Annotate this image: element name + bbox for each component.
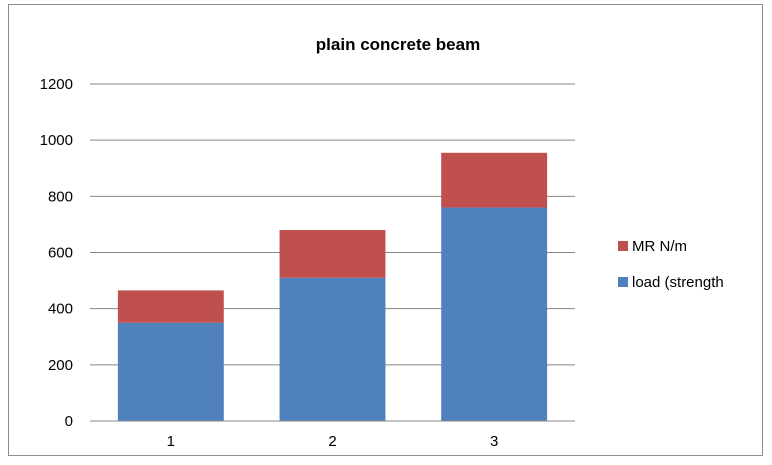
bar-mr-2: [279, 230, 386, 278]
y-tick-label: 0: [65, 413, 73, 430]
x-tick-label: 1: [167, 433, 175, 450]
bars: [117, 152, 548, 421]
x-axis-tick-labels: 1 2 3: [167, 433, 499, 450]
legend-label: MR N/m: [632, 238, 687, 255]
bar-mr-1: [117, 290, 224, 323]
y-tick-label: 200: [48, 357, 73, 374]
bar-load-1: [117, 322, 224, 421]
x-tick-label: 3: [490, 433, 498, 450]
y-tick-label: 1200: [40, 76, 73, 93]
bar-mr-3: [441, 152, 548, 208]
legend: MR N/m load (strength: [618, 238, 724, 291]
bar-load-3: [441, 207, 548, 421]
y-axis-tick-labels: 0 200 400 600 800 1000 1200: [40, 76, 73, 430]
legend-swatch: [618, 277, 628, 287]
y-tick-label: 800: [48, 188, 73, 205]
bar-load-2: [279, 277, 386, 421]
legend-swatch: [618, 241, 628, 251]
x-tick-label: 2: [328, 433, 336, 450]
y-tick-label: 400: [48, 301, 73, 318]
legend-label: load (strength: [632, 274, 724, 291]
y-tick-label: 1000: [40, 132, 73, 149]
y-tick-label: 600: [48, 245, 73, 262]
chart-title: plain concrete beam: [316, 35, 480, 54]
